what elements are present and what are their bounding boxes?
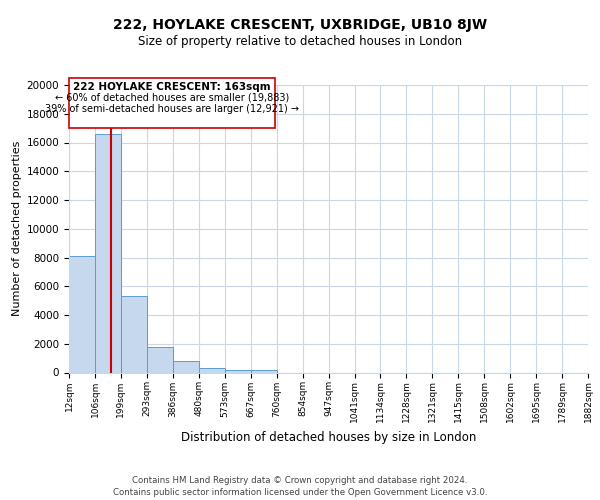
Text: 39% of semi-detached houses are larger (12,921) →: 39% of semi-detached houses are larger (…	[45, 104, 299, 115]
Text: 222 HOYLAKE CRESCENT: 163sqm: 222 HOYLAKE CRESCENT: 163sqm	[73, 82, 271, 92]
Text: Size of property relative to detached houses in London: Size of property relative to detached ho…	[138, 35, 462, 48]
Bar	[251, 370, 277, 372]
Bar	[95, 134, 121, 372]
Bar	[69, 256, 95, 372]
Y-axis label: Number of detached properties: Number of detached properties	[13, 141, 22, 316]
Bar	[224, 370, 251, 372]
FancyBboxPatch shape	[69, 78, 275, 128]
Text: ← 60% of detached houses are smaller (19,883): ← 60% of detached houses are smaller (19…	[55, 92, 289, 102]
Text: 222, HOYLAKE CRESCENT, UXBRIDGE, UB10 8JW: 222, HOYLAKE CRESCENT, UXBRIDGE, UB10 8J…	[113, 18, 487, 32]
Bar	[199, 368, 224, 372]
Bar	[121, 296, 147, 372]
Bar	[173, 361, 199, 372]
Text: Contains HM Land Registry data © Crown copyright and database right 2024.: Contains HM Land Registry data © Crown c…	[132, 476, 468, 485]
Bar	[147, 346, 173, 372]
X-axis label: Distribution of detached houses by size in London: Distribution of detached houses by size …	[181, 430, 476, 444]
Text: Contains public sector information licensed under the Open Government Licence v3: Contains public sector information licen…	[113, 488, 487, 497]
